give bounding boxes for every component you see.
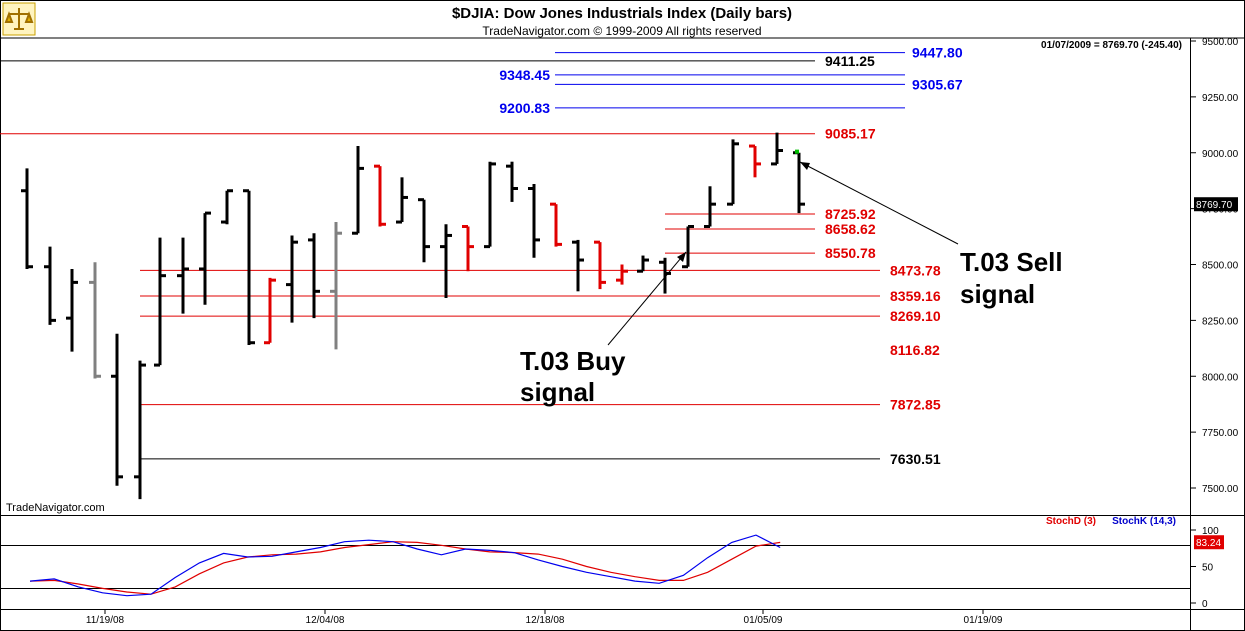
fibonacci-levels: 9447.80 9411.25 9348.45 9305.67 9200.83 9085.… [0, 45, 963, 467]
ohlc-bar [243, 189, 255, 345]
level-label: 9305.67 [912, 76, 963, 92]
date-tick-label: 12/04/08 [306, 615, 345, 626]
ohlc-bar [21, 168, 33, 269]
ohlc-bar [330, 222, 342, 350]
level-label: 8359.16 [890, 288, 941, 304]
last-price-marker: 8769.70 [1194, 197, 1238, 212]
chart-header: $DJIA: Dow Jones Industrials Index (Dail… [0, 2, 1245, 39]
ohlc-bar [550, 202, 562, 247]
ohlc-bar [440, 224, 452, 299]
ohlc-bar [528, 184, 540, 258]
price-tick-label: 9000.00 [1202, 149, 1239, 160]
ohlc-bar [396, 177, 408, 224]
last-quote-info: 01/07/2009 = 8769.70 (-245.40) [1041, 40, 1182, 51]
legend-stoch-k: StochK (14,3) [1112, 516, 1176, 527]
price-tick-label: 7750.00 [1202, 428, 1239, 439]
last-bar-marker [795, 149, 799, 154]
level-label: 8658.62 [825, 221, 876, 237]
stoch-lines [29, 534, 781, 597]
ohlc-bars [21, 132, 805, 500]
level-label: 9411.25 [825, 53, 875, 69]
legend-stoch-d: StochD (3) [1046, 516, 1096, 527]
sell-signal-annotation: T.03 Sell signal [799, 161, 1063, 309]
last-price-box [1194, 197, 1238, 212]
ohlc-bar [484, 161, 496, 249]
level-label: 9200.83 [499, 100, 550, 116]
ohlc-bar [506, 161, 518, 202]
level-label: 7630.51 [890, 451, 941, 467]
last-price-label: 8769.70 [1196, 200, 1233, 211]
ohlc-bar [154, 237, 166, 367]
level-label: 9447.80 [912, 45, 963, 61]
stoch-series-line [29, 534, 781, 597]
sell-signal-line-2: signal [960, 279, 1035, 309]
sell-signal-line-1: T.03 Sell [960, 247, 1063, 277]
ohlc-bar [594, 240, 606, 290]
ohlc-bar [89, 262, 101, 379]
stoch-last-marker: 83.24 [1194, 535, 1224, 550]
date-tick-label: 01/19/09 [964, 615, 1003, 626]
stoch-axis: 0 50 100 [1190, 526, 1219, 610]
ohlc-bar [572, 239, 584, 292]
level-label: 8550.78 [825, 245, 876, 261]
date-tick-label: 12/18/08 [526, 615, 565, 626]
ohlc-bar [462, 225, 474, 272]
ohlc-bar [771, 132, 783, 166]
stochastic-panel: StochD (3) StochK (14,3) 0 50 100 83.24 [0, 516, 1245, 610]
ohlc-bar [704, 186, 716, 229]
level-label: 8116.82 [890, 342, 940, 358]
level-label: 8725.92 [825, 206, 876, 222]
ohlc-bar [264, 277, 276, 345]
buy-signal-line-1: T.03 Buy [520, 346, 626, 376]
date-tick-label: 11/19/08 [86, 615, 125, 626]
ohlc-bar [727, 139, 739, 206]
price-tick-label: 9250.00 [1202, 93, 1239, 104]
buy-signal-line-2: signal [520, 377, 595, 407]
chart-title: $DJIA: Dow Jones Industrials Index (Dail… [452, 5, 792, 22]
price-tick-label: 8000.00 [1202, 372, 1239, 383]
stoch-tick-label: 0 [1202, 599, 1208, 610]
level-label: 8269.10 [890, 308, 941, 324]
ohlc-bar [134, 360, 146, 500]
copyright-text: TradeNavigator.com © 1999-2009 All right… [482, 24, 761, 38]
ohlc-bar [177, 237, 189, 314]
date-tick-label: 01/05/09 [744, 615, 783, 626]
ohlc-bar [286, 235, 298, 323]
trade-navigator-logo-icon [2, 2, 36, 36]
stoch-series-line [29, 541, 781, 595]
ohlc-bar [374, 164, 386, 227]
watermark-text: TradeNavigator.com [6, 502, 105, 514]
ohlc-bar [66, 268, 78, 352]
ohlc-bar [749, 144, 761, 178]
price-tick-label: 8500.00 [1202, 261, 1239, 272]
ohlc-bar [616, 264, 628, 285]
ohlc-bar [199, 211, 211, 305]
level-label: 7872.85 [890, 397, 941, 413]
ohlc-bar [352, 146, 364, 235]
level-label: 9085.17 [825, 126, 876, 142]
ohlc-bar [44, 246, 56, 325]
ohlc-bar [308, 233, 320, 319]
price-tick-label: 8250.00 [1202, 316, 1239, 327]
stoch-tick-label: 50 [1202, 563, 1214, 574]
ohlc-bar [221, 189, 233, 225]
stoch-last-box [1194, 535, 1224, 550]
price-tick-label: 9500.00 [1202, 37, 1239, 48]
ohlc-bar [637, 255, 649, 273]
ohlc-bar [418, 198, 430, 263]
ohlc-bar [682, 225, 694, 269]
level-label: 8473.78 [890, 262, 941, 278]
price-tick-label: 7500.00 [1202, 484, 1239, 495]
ohlc-bar [111, 333, 123, 486]
level-label: 9348.45 [499, 67, 550, 83]
price-axis: 7500.007750.008000.008250.008500.008750.… [1190, 37, 1239, 495]
stoch-tick-label: 100 [1202, 526, 1219, 537]
date-axis: 11/19/08 12/04/08 12/18/08 01/05/09 01/19/09 [86, 609, 1003, 626]
price-panel: 01/07/2009 = 8769.70 (-245.40) TradeNavi… [0, 37, 1245, 631]
stoch-last-label: 83.24 [1196, 538, 1221, 549]
buy-signal-annotation: T.03 Buy signal [520, 251, 687, 407]
